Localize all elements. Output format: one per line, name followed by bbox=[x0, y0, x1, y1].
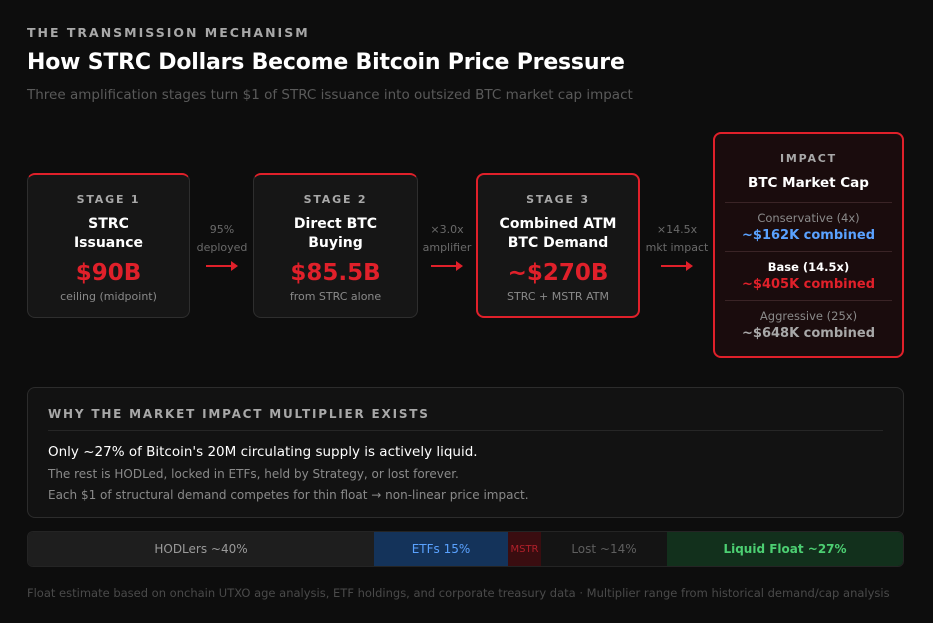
stage-name-line1: Direct BTC bbox=[293, 216, 378, 232]
arrow-right-icon bbox=[206, 261, 238, 271]
scenario-name: Base (14.5x) bbox=[767, 260, 850, 274]
stage-name-line1: STRC bbox=[88, 216, 129, 232]
connector-top: 95% bbox=[209, 223, 235, 236]
stage-note: STRC + MSTR ATM bbox=[507, 290, 609, 303]
segment-liquid-float: Liquid Float ~27% bbox=[667, 532, 903, 566]
why-line-2: The rest is HODLed, locked in ETFs, held… bbox=[48, 467, 459, 481]
connector-1: 95% deployed bbox=[192, 221, 252, 271]
why-line-1: Only ~27% of Bitcoin's 20M circulating s… bbox=[48, 444, 478, 460]
stage-name-line2: Buying bbox=[308, 235, 363, 251]
stage-1-card: STAGE 1 STRC Issuance $90B ceiling (midp… bbox=[27, 173, 190, 318]
stage-name-line2: Issuance bbox=[73, 235, 144, 251]
impact-title: BTC Market Cap bbox=[748, 175, 869, 191]
scenario-value: ~$648K combined bbox=[742, 326, 875, 341]
why-line-3: Each $1 of structural demand competes fo… bbox=[48, 488, 529, 502]
arrow-right-icon bbox=[431, 261, 463, 271]
segment-etfs: ETFs 15% bbox=[374, 532, 508, 566]
scenario-value: ~$405K combined bbox=[742, 277, 875, 292]
arrow-right-icon bbox=[661, 261, 693, 271]
connector-bottom: mkt impact bbox=[645, 241, 709, 254]
supply-bar: HODLers ~40% ETFs 15% MSTR Lost ~14% Liq… bbox=[27, 531, 904, 567]
segment-lost: Lost ~14% bbox=[541, 532, 667, 566]
footnote: Float estimate based on onchain UTXO age… bbox=[27, 586, 890, 600]
stage-value: $85.5B bbox=[290, 260, 381, 286]
scenario-base: Base (14.5x) ~$405K combined bbox=[715, 252, 902, 292]
page-subtitle: Three amplification stages turn $1 of ST… bbox=[27, 87, 633, 103]
divider bbox=[48, 430, 883, 431]
stage-value: $90B bbox=[75, 260, 142, 286]
stage-name: STRC Issuance bbox=[28, 215, 189, 253]
stage-2-card: STAGE 2 Direct BTC Buying $85.5B from ST… bbox=[253, 173, 418, 318]
connector-top: ×14.5x bbox=[656, 223, 698, 236]
stage-label: STAGE 3 bbox=[526, 193, 590, 206]
connector-3: ×14.5x mkt impact bbox=[642, 221, 712, 271]
page-title: How STRC Dollars Become Bitcoin Price Pr… bbox=[27, 50, 625, 75]
scenario-name: Conservative (4x) bbox=[757, 211, 860, 225]
connector-bottom: deployed bbox=[196, 241, 248, 254]
connector-bottom: amplifier bbox=[422, 241, 472, 254]
impact-card: IMPACT BTC Market Cap Conservative (4x) … bbox=[713, 132, 904, 358]
segment-hodlers: HODLers ~40% bbox=[28, 532, 374, 566]
divider bbox=[725, 202, 892, 203]
stage-name: Direct BTC Buying bbox=[254, 215, 417, 253]
stage-value: ~$270B bbox=[507, 260, 609, 286]
eyebrow: THE TRANSMISSION MECHANISM bbox=[27, 25, 310, 40]
stage-name-line2: BTC Demand bbox=[507, 235, 609, 251]
stage-note: ceiling (midpoint) bbox=[60, 290, 157, 303]
divider bbox=[725, 300, 892, 301]
stage-3-card: STAGE 3 Combined ATM BTC Demand ~$270B S… bbox=[476, 173, 640, 318]
stage-note: from STRC alone bbox=[289, 290, 382, 303]
scenario-conservative: Conservative (4x) ~$162K combined bbox=[715, 203, 902, 243]
stage-label: STAGE 1 bbox=[76, 193, 141, 206]
scenario-value: ~$162K combined bbox=[742, 228, 875, 243]
scenario-name: Aggressive (25x) bbox=[759, 309, 858, 323]
stage-label: STAGE 2 bbox=[303, 193, 368, 206]
stage-name: Combined ATM BTC Demand bbox=[478, 215, 638, 253]
impact-label: IMPACT bbox=[780, 152, 837, 165]
scenario-aggressive: Aggressive (25x) ~$648K combined bbox=[715, 301, 902, 341]
why-heading: WHY THE MARKET IMPACT MULTIPLIER EXISTS bbox=[48, 407, 430, 421]
why-panel: WHY THE MARKET IMPACT MULTIPLIER EXISTS … bbox=[27, 387, 904, 518]
divider bbox=[725, 251, 892, 252]
segment-mstr: MSTR bbox=[508, 532, 541, 566]
connector-top: ×3.0x bbox=[430, 223, 464, 236]
connector-2: ×3.0x amplifier bbox=[418, 221, 476, 271]
stage-name-line1: Combined ATM bbox=[499, 216, 617, 232]
